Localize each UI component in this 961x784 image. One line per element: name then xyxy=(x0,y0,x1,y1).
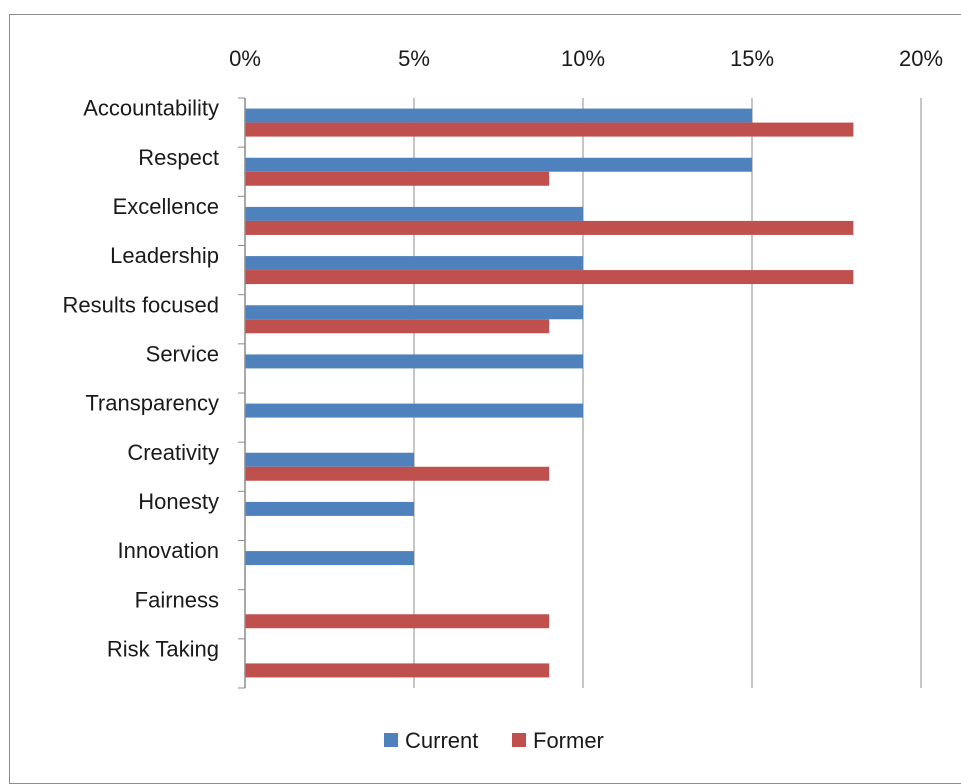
bar-former-risk-taking xyxy=(245,663,550,678)
bar-current-innovation xyxy=(245,551,414,566)
category-label-fairness: Fairness xyxy=(135,587,219,612)
category-label-excellence: Excellence xyxy=(113,194,219,219)
bars xyxy=(245,108,854,678)
bar-former-respect xyxy=(245,171,550,186)
x-tick-label: 20% xyxy=(899,46,943,71)
bar-former-results-focused xyxy=(245,319,550,334)
bar-current-respect xyxy=(245,157,752,172)
bar-current-excellence xyxy=(245,206,583,221)
bar-current-leadership xyxy=(245,256,583,271)
category-label-honesty: Honesty xyxy=(138,489,219,514)
bar-former-creativity xyxy=(245,466,550,481)
bar-current-transparency xyxy=(245,403,583,418)
category-label-respect: Respect xyxy=(138,145,219,170)
bar-current-service xyxy=(245,354,583,369)
x-tick-labels: 0% 5% 10% 15% 20% xyxy=(229,46,943,71)
legend-swatch-former xyxy=(512,733,526,747)
x-tick-label: 0% xyxy=(229,46,261,71)
category-label-innovation: Innovation xyxy=(117,538,219,563)
bar-current-creativity xyxy=(245,452,414,467)
category-label-service: Service xyxy=(146,341,219,366)
bar-former-fairness xyxy=(245,614,550,629)
x-tick-label: 10% xyxy=(561,46,605,71)
category-label-leadership: Leadership xyxy=(110,243,219,268)
category-label-results-focused: Results focused xyxy=(62,292,219,317)
category-labels: Accountability Respect Excellence Leadershi… xyxy=(62,96,219,662)
x-tick-label: 15% xyxy=(730,46,774,71)
category-label-creativity: Creativity xyxy=(127,440,219,465)
bar-current-results-focused xyxy=(245,305,583,320)
category-axis xyxy=(238,97,246,689)
category-label-transparency: Transparency xyxy=(85,391,219,416)
legend-swatch-current xyxy=(384,733,398,747)
bar-current-honesty xyxy=(245,501,414,516)
legend: Current Former xyxy=(384,728,604,753)
x-tick-label: 5% xyxy=(398,46,430,71)
grid-lines xyxy=(413,98,922,688)
category-label-risk-taking: Risk Taking xyxy=(107,636,219,661)
legend-label-current: Current xyxy=(405,728,478,753)
chart-frame xyxy=(9,14,961,784)
legend-label-former: Former xyxy=(533,728,604,753)
bar-former-excellence xyxy=(245,220,854,235)
bar-former-accountability xyxy=(245,122,854,137)
bar-former-leadership xyxy=(245,270,854,285)
bar-current-accountability xyxy=(245,108,752,123)
category-label-accountability: Accountability xyxy=(83,96,219,121)
